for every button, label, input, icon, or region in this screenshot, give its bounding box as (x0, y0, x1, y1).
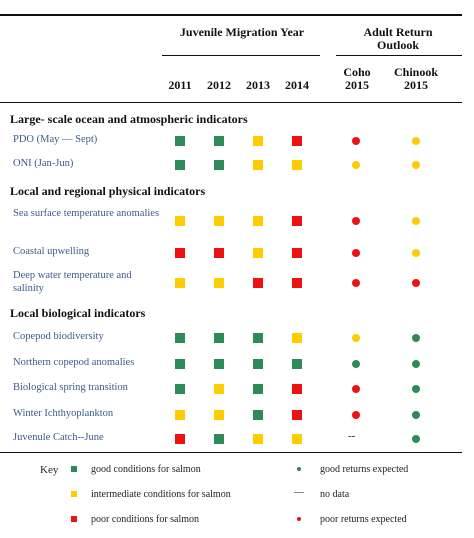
year-status-square (175, 433, 185, 444)
key-good-conditions-square (71, 466, 77, 472)
year-status-square (214, 433, 224, 444)
year-status-square (175, 383, 185, 394)
chinook-outlook-dot (412, 136, 420, 145)
year-status-square (214, 358, 224, 369)
chinook-outlook-dot (412, 384, 420, 393)
year-status-square (214, 159, 224, 170)
key-poor-returns-dot (297, 517, 301, 521)
year-status-square (253, 278, 263, 288)
year-status-square (253, 216, 263, 226)
year-status-square (253, 358, 263, 369)
year-status-square (292, 433, 302, 444)
indicator-label: Winter Ichthyoplankton (13, 408, 114, 419)
key-good-returns-dot (297, 467, 301, 471)
section-title: Local biological indicators (10, 306, 146, 320)
coho-header: Coho 2015 (343, 65, 371, 92)
year-status-square (292, 247, 302, 258)
indicator-label: Copepod biodiversity (13, 331, 104, 342)
indicator-label: ONI (Jan-Jun) (13, 158, 74, 169)
indicator-label: Northern copepod anomalies (13, 357, 135, 368)
chinook-outlook-dot (412, 434, 420, 443)
year-status-square (292, 278, 302, 288)
coho-outlook-dot (352, 279, 360, 287)
coho-outlook-dot (352, 217, 360, 225)
key-poor-conditions-square (71, 516, 77, 522)
year-status-square (175, 216, 185, 226)
year-status-square (214, 332, 224, 343)
year-status-square (292, 358, 302, 369)
year-status-square (214, 383, 224, 394)
top-rule (0, 14, 462, 16)
year-status-square (253, 135, 263, 146)
chinook-outlook-dot (412, 333, 420, 342)
indicator-label: Biological spring transition (13, 382, 128, 393)
section-title: Local and regional physical indicators (10, 184, 206, 198)
chinook-outlook-dot (412, 359, 420, 368)
indicator-label: Sea surface temperature anomalies (13, 208, 160, 219)
coho-outlook-dot (352, 359, 360, 368)
key-intermediate-conditions-square (71, 491, 77, 497)
coho-outlook-dot (352, 410, 360, 419)
year-status-square (214, 135, 224, 146)
year-status-square (175, 159, 185, 170)
adult-header-underline (336, 55, 462, 56)
year-status-square (175, 247, 185, 258)
year-status-square (214, 409, 224, 420)
year-header-2011: 2011 (168, 78, 192, 92)
chinook-outlook-dot (412, 160, 420, 169)
year-status-square (292, 216, 302, 226)
key-no-data-label: no data (320, 489, 350, 500)
year-status-square (253, 433, 263, 444)
year-status-square (253, 409, 263, 420)
year-status-square (175, 135, 185, 146)
coho-outlook-dot (352, 333, 360, 342)
year-status-square (292, 135, 302, 146)
year-status-square (175, 358, 185, 369)
coho-outlook-dot (352, 160, 360, 169)
year-status-square (214, 278, 224, 288)
adult-return-header: Adult Return Outlook (363, 25, 433, 52)
year-header-2013: 2013 (246, 78, 270, 92)
year-status-square (253, 383, 263, 394)
key-good-conditions-label: good conditions for salmon (91, 464, 201, 475)
coho-outlook-dot (352, 136, 360, 145)
year-status-square (292, 409, 302, 420)
year-status-square (175, 278, 185, 288)
indicator-label: Juvenule Catch--June (13, 432, 104, 443)
year-status-square (292, 159, 302, 170)
key-poor-returns-label: poor returns expected (320, 514, 407, 525)
year-header-2012: 2012 (207, 78, 231, 92)
section-title: Large- scale ocean and atmospheric indic… (10, 112, 248, 126)
year-status-square (253, 159, 263, 170)
year-header-2014: 2014 (285, 78, 309, 92)
year-status-square (214, 247, 224, 258)
chinook-header: Chinook 2015 (393, 65, 439, 92)
indicator-label: Coastal upwelling (13, 246, 90, 257)
chinook-outlook-dot (412, 410, 420, 419)
year-status-square (253, 247, 263, 258)
header-bottom-rule (0, 102, 462, 103)
year-status-square (175, 332, 185, 343)
key-good-returns-label: good returns expected (320, 464, 409, 475)
coho-no-data-marker: -- (348, 429, 356, 442)
year-status-square (292, 332, 302, 343)
key-poor-conditions-label: poor conditions for salmon (91, 514, 200, 525)
indicator-label: PDO (May — Sept) (13, 134, 98, 145)
key-intermediate-conditions-label: intermediate conditions for salmon (91, 489, 231, 500)
coho-outlook-dot (352, 248, 360, 257)
coho-outlook-dot (352, 384, 360, 393)
juvenile-migration-header: Juvenile Migration Year (179, 25, 305, 39)
chinook-outlook-dot (412, 217, 420, 225)
indicator-label: Deep water temperature and salinity (13, 270, 132, 294)
year-status-square (214, 216, 224, 226)
year-status-square (175, 409, 185, 420)
chinook-outlook-dot (412, 248, 420, 257)
key-no-data-symbol: — (294, 487, 304, 498)
juvenile-header-underline (162, 55, 320, 56)
year-status-square (292, 383, 302, 394)
year-status-square (253, 332, 263, 343)
table-bottom-rule (0, 452, 462, 453)
key-title: Key (40, 464, 59, 476)
chinook-outlook-dot (412, 279, 420, 287)
